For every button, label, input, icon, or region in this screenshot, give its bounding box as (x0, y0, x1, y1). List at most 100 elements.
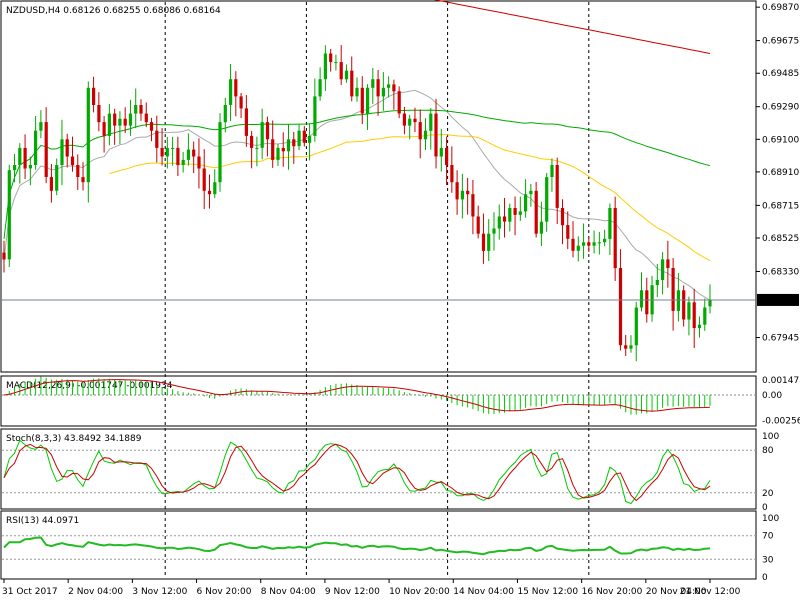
price-panel[interactable] (0, 0, 757, 373)
candle-body[interactable] (697, 324, 702, 329)
candle-body[interactable] (692, 302, 696, 328)
candle-body[interactable] (666, 259, 670, 268)
candle-body[interactable] (550, 165, 554, 177)
candle-body[interactable] (582, 242, 586, 246)
candle-body[interactable] (92, 87, 96, 105)
candle-body[interactable] (639, 290, 644, 308)
candle-body[interactable] (329, 53, 333, 63)
candle-body[interactable] (186, 149, 190, 160)
candle-body[interactable] (397, 91, 401, 114)
candle-body[interactable] (244, 108, 248, 136)
candle-body[interactable] (176, 147, 180, 166)
candle-body[interactable] (344, 70, 349, 80)
candle-body[interactable] (229, 79, 233, 105)
candle-body[interactable] (13, 165, 17, 171)
candle-body[interactable] (65, 139, 69, 157)
candle-body[interactable] (371, 79, 375, 88)
candle-body[interactable] (7, 170, 11, 260)
candle-body[interactable] (113, 113, 117, 126)
candle-body[interactable] (239, 96, 243, 109)
candle-body[interactable] (128, 113, 133, 126)
candle-body[interactable] (676, 290, 680, 311)
candle-body[interactable] (492, 228, 496, 234)
candle-body[interactable] (313, 96, 317, 136)
candle-body[interactable] (439, 147, 443, 157)
candle-body[interactable] (629, 345, 633, 349)
candle-body[interactable] (192, 149, 196, 157)
candle-body[interactable] (70, 156, 75, 166)
candle-body[interactable] (102, 122, 106, 136)
candle-body[interactable] (23, 147, 27, 169)
candle-body[interactable] (34, 130, 38, 165)
candle-body[interactable] (539, 221, 543, 234)
candle-body[interactable] (450, 165, 454, 183)
candle-body[interactable] (55, 165, 59, 191)
candle-body[interactable] (402, 113, 406, 126)
candle-body[interactable] (302, 130, 306, 143)
candle-body[interactable] (682, 290, 686, 320)
candle-body[interactable] (545, 177, 549, 222)
candle-body[interactable] (97, 105, 101, 123)
candle-body[interactable] (387, 84, 391, 88)
candle-body[interactable] (155, 130, 159, 148)
candle-body[interactable] (218, 122, 222, 183)
candle-body[interactable] (213, 182, 217, 195)
candle-body[interactable] (165, 147, 169, 157)
candle-body[interactable] (423, 130, 428, 140)
candle-body[interactable] (123, 118, 127, 126)
candle-body[interactable] (518, 211, 522, 215)
candle-body[interactable] (645, 290, 649, 315)
candle-body[interactable] (323, 53, 327, 80)
stoch-panel[interactable] (0, 428, 757, 510)
candle-body[interactable] (260, 122, 264, 148)
candle-body[interactable] (250, 135, 254, 148)
candle-body[interactable] (144, 113, 148, 123)
candle-body[interactable] (429, 113, 433, 131)
candle-body[interactable] (634, 307, 638, 346)
candle-body[interactable] (81, 177, 85, 183)
candle-body[interactable] (134, 105, 138, 114)
candle-body[interactable] (455, 182, 459, 200)
candle-body[interactable] (560, 208, 565, 226)
candle-body[interactable] (624, 345, 628, 349)
candle-body[interactable] (271, 139, 275, 160)
candle-body[interactable] (292, 139, 296, 147)
candle-body[interactable] (18, 147, 22, 166)
candle-body[interactable] (481, 233, 486, 251)
candle-body[interactable] (149, 122, 154, 131)
candle-body[interactable] (118, 118, 122, 126)
candle-body[interactable] (107, 113, 111, 136)
candle-body[interactable] (576, 245, 580, 251)
candle-body[interactable] (376, 79, 380, 97)
candle-body[interactable] (202, 168, 206, 191)
candle-body[interactable] (466, 190, 470, 195)
candle-body[interactable] (566, 225, 570, 239)
candle-body[interactable] (587, 242, 591, 246)
candle-body[interactable] (445, 147, 449, 166)
candle-body[interactable] (265, 122, 270, 140)
candle-body[interactable] (281, 147, 285, 152)
candle-body[interactable] (703, 307, 707, 325)
macd-panel[interactable] (0, 375, 757, 427)
candle-body[interactable] (476, 216, 480, 234)
candle-body[interactable] (2, 252, 6, 260)
candle-body[interactable] (613, 208, 617, 269)
candle-body[interactable] (413, 118, 417, 123)
candle-body[interactable] (49, 177, 53, 191)
candle-body[interactable] (608, 208, 612, 239)
candle-body[interactable] (350, 70, 354, 97)
candle-body[interactable] (381, 87, 385, 97)
candle-body[interactable] (366, 87, 370, 114)
candle-body[interactable] (618, 268, 623, 346)
candle-body[interactable] (671, 268, 675, 311)
candle-body[interactable] (708, 299, 712, 307)
candle-body[interactable] (39, 122, 43, 131)
candle-body[interactable] (524, 194, 528, 212)
candle-body[interactable] (318, 79, 322, 97)
candle-body[interactable] (160, 147, 164, 157)
candle-body[interactable] (207, 190, 212, 195)
candle-body[interactable] (355, 87, 359, 97)
candle-body[interactable] (418, 122, 422, 140)
candle-body[interactable] (139, 105, 143, 114)
candle-body[interactable] (592, 242, 596, 246)
